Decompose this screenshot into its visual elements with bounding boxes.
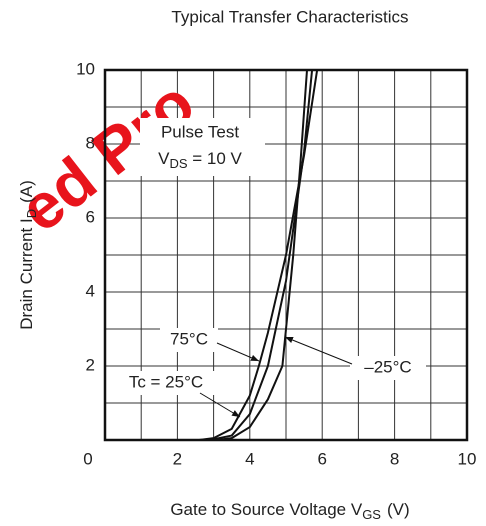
y-tick-label: 4	[86, 281, 95, 300]
x-tick-label: 0	[83, 449, 92, 468]
x-axis-label: Gate to Source Voltage VGS (V)	[170, 500, 409, 522]
x-tick-label: 8	[390, 449, 399, 468]
annotation: Pulse Test	[161, 122, 239, 141]
series-label: Tc = 25°C	[129, 372, 203, 391]
arrow	[284, 336, 353, 365]
x-tick-label: 2	[173, 449, 182, 468]
y-tick-label: 2	[86, 355, 95, 374]
arrow	[216, 342, 260, 362]
label-bg	[114, 371, 218, 395]
annotation: VDS = 10 V	[158, 149, 242, 171]
arrow	[199, 392, 241, 418]
label-bg	[160, 328, 218, 352]
y-tick-label: 6	[86, 207, 95, 226]
y-tick-label: 10	[76, 59, 95, 78]
x-tick-label: 4	[245, 449, 254, 468]
plot-frame	[103, 68, 469, 442]
series-label: 75°C	[170, 329, 208, 348]
series-label: –25°C	[364, 357, 411, 376]
annotation-box	[140, 118, 265, 176]
y-axis-label: Drain Current ID(A)	[17, 180, 39, 330]
label-bg	[350, 356, 426, 380]
chart-title: Typical Transfer Characteristics	[171, 7, 408, 26]
x-tick-label: 10	[458, 449, 477, 468]
curve	[209, 69, 314, 441]
y-tick-label: 8	[86, 133, 95, 152]
curve	[217, 69, 308, 441]
x-tick-label: 6	[317, 449, 326, 468]
